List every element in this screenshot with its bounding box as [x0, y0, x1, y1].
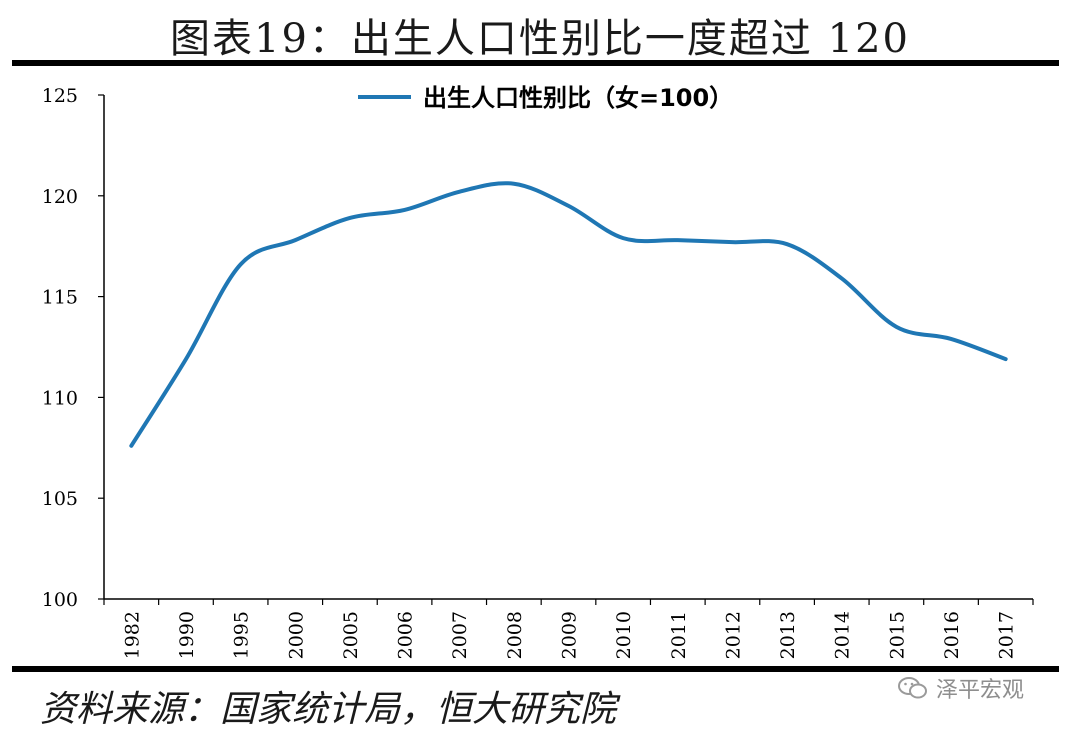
x-tick-label: 1990 [176, 611, 198, 659]
x-tick-label: 1995 [231, 611, 253, 659]
data-point [184, 357, 188, 361]
x-tick-label: 2012 [722, 611, 744, 659]
x-tick-label: 2010 [613, 611, 635, 659]
data-point [293, 238, 297, 242]
source-note: 资料来源：国家统计局，恒大研究院 [40, 689, 617, 730]
x-tick-label: 2011 [668, 611, 690, 659]
y-axis-ticks: 100 105 110 115 120 125 [42, 85, 104, 611]
data-point [676, 238, 680, 242]
top-rule [12, 60, 1059, 66]
chart-legend: 出生人口性别比（女=100） [358, 84, 733, 112]
data-point [129, 444, 133, 448]
data-point [730, 240, 734, 244]
x-tick-label: 2015 [886, 611, 908, 659]
x-tick-label: 2014 [832, 611, 854, 659]
y-tick-label: 125 [42, 85, 78, 107]
data-point [512, 182, 516, 186]
data-point [1004, 357, 1008, 361]
data-point [840, 276, 844, 280]
x-tick-label: 2016 [941, 611, 963, 659]
series-layer [129, 181, 1008, 448]
y-tick-label: 115 [42, 287, 78, 309]
legend-label: 出生人口性别比（女=100） [423, 84, 733, 112]
x-axis-ticks: 1982 1990 1995 2000 2005 2006 2007 2008 2009 2010… [103, 599, 1034, 659]
x-tick-label: 2000 [285, 611, 307, 659]
chart-axes [103, 95, 1033, 600]
sex-ratio-line-chart: 100 105 110 115 120 125 1982 1990 1995 2000 2005 2… [42, 84, 1034, 659]
watermark-text: 泽平宏观 [936, 678, 1025, 703]
x-tick-label: 2007 [449, 611, 471, 659]
x-tick-label: 2009 [559, 611, 581, 659]
x-tick-label: 2005 [340, 611, 362, 659]
x-tick-label: 1982 [121, 611, 143, 659]
data-point [457, 190, 461, 194]
data-point [785, 242, 789, 246]
x-tick-label: 2006 [395, 611, 417, 659]
data-point [894, 325, 898, 329]
page-title: 图表19：出生人口性别比一度超过 120 [170, 16, 910, 62]
wechat-icon [898, 677, 927, 699]
data-point [567, 204, 571, 208]
x-tick-label: 2017 [996, 611, 1018, 659]
series-line [129, 181, 1008, 448]
y-tick-label: 120 [42, 186, 78, 208]
y-tick-label: 100 [42, 589, 78, 611]
data-point [949, 337, 953, 341]
x-tick-label: 2008 [504, 611, 526, 659]
watermark: 泽平宏观 [898, 670, 1058, 706]
x-tick-label: 2013 [777, 611, 799, 659]
data-point [239, 262, 243, 266]
bottom-rule [12, 666, 1059, 672]
data-point [403, 208, 407, 212]
y-tick-label: 110 [42, 387, 78, 409]
y-tick-label: 105 [42, 488, 78, 510]
data-point [348, 216, 352, 220]
data-point [621, 236, 625, 240]
